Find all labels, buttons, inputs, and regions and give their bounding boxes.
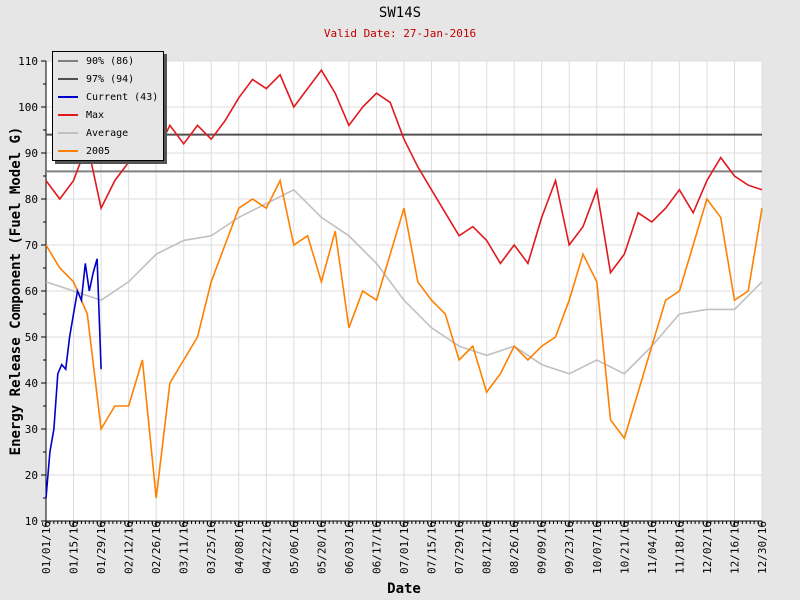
- x-tick-label: 11/04/16: [646, 521, 659, 574]
- x-tick-label: 06/17/16: [370, 521, 383, 574]
- y-tick-label: 100: [18, 101, 38, 114]
- x-tick-label: 04/22/16: [260, 521, 273, 574]
- x-tick-label: 07/01/16: [398, 521, 411, 574]
- legend: 90% (86) 97% (94) Current (43) Max Average 20…: [52, 51, 164, 161]
- x-tick-label: 12/30/16: [756, 521, 769, 574]
- x-tick-label: 06/03/16: [343, 521, 356, 574]
- x-tick-label: 05/06/16: [288, 521, 301, 574]
- x-tick-label: 09/23/16: [563, 521, 576, 574]
- legend-item: 2005: [53, 142, 163, 160]
- y-tick-label: 20: [25, 469, 38, 482]
- y-tick-label: 30: [25, 423, 38, 436]
- x-tick-label: 01/01/16: [40, 521, 53, 574]
- x-tick-label: 10/21/16: [618, 521, 631, 574]
- x-tick-label: 02/26/16: [150, 521, 163, 574]
- legend-swatch: [58, 60, 78, 62]
- legend-label: 2005: [86, 145, 111, 157]
- series-line-current-43-: [45, 258, 102, 499]
- legend-swatch: [58, 114, 78, 116]
- x-tick-label: 12/16/16: [728, 521, 741, 574]
- y-tick-label: 80: [25, 193, 38, 206]
- chart-title: SW14S: [378, 5, 422, 21]
- y-tick-label: 90: [25, 147, 38, 160]
- x-tick-label: 01/15/16: [68, 521, 81, 574]
- legend-label: Average: [86, 127, 129, 139]
- x-tick-label: 07/29/16: [453, 521, 466, 574]
- legend-item: 90% (86): [53, 52, 163, 70]
- x-tick-label: 07/15/16: [426, 521, 439, 574]
- x-tick-label: 11/18/16: [673, 521, 686, 574]
- y-axis-label: Energy Release Component (Fuel Model G): [8, 127, 24, 456]
- legend-swatch: [58, 132, 78, 134]
- legend-label: 90% (86): [86, 55, 135, 67]
- y-tick-label: 50: [25, 331, 38, 344]
- y-tick-label: 10: [25, 515, 38, 528]
- chart-subtitle: Valid Date: 27-Jan-2016: [323, 27, 477, 40]
- x-tick-label: 04/08/16: [233, 521, 246, 574]
- legend-swatch: [58, 150, 78, 152]
- x-tick-label: 09/09/16: [536, 521, 549, 574]
- x-tick-label: 03/25/16: [205, 521, 218, 574]
- x-tick-label: 10/07/16: [591, 521, 604, 574]
- legend-item: Max: [53, 106, 163, 124]
- legend-item: 97% (94): [53, 70, 163, 88]
- legend-swatch: [58, 78, 78, 80]
- y-tick-label: 70: [25, 239, 38, 252]
- legend-item: Current (43): [53, 88, 163, 106]
- x-tick-label: 08/26/16: [508, 521, 521, 574]
- x-tick-label: 02/12/16: [123, 521, 136, 574]
- series-line-max: [45, 68, 763, 275]
- y-tick-label: 40: [25, 377, 38, 390]
- y-tick-label: 110: [18, 55, 38, 68]
- x-tick-label: 01/29/16: [95, 521, 108, 574]
- x-tick-label: 03/11/16: [178, 521, 191, 574]
- series-line-2005: [45, 178, 763, 499]
- x-axis-label: Date: [387, 581, 421, 597]
- y-tick-label: 60: [25, 285, 38, 298]
- x-tick-label: 08/12/16: [481, 521, 494, 574]
- legend-item: Average: [53, 124, 163, 142]
- legend-label: Max: [86, 109, 105, 121]
- legend-swatch: [58, 96, 78, 98]
- x-tick-label: 12/02/16: [701, 521, 714, 574]
- series-line-average: [45, 188, 763, 375]
- x-tick-label: 05/20/16: [315, 521, 328, 574]
- legend-label: Current (43): [86, 91, 159, 103]
- legend-label: 97% (94): [86, 73, 135, 85]
